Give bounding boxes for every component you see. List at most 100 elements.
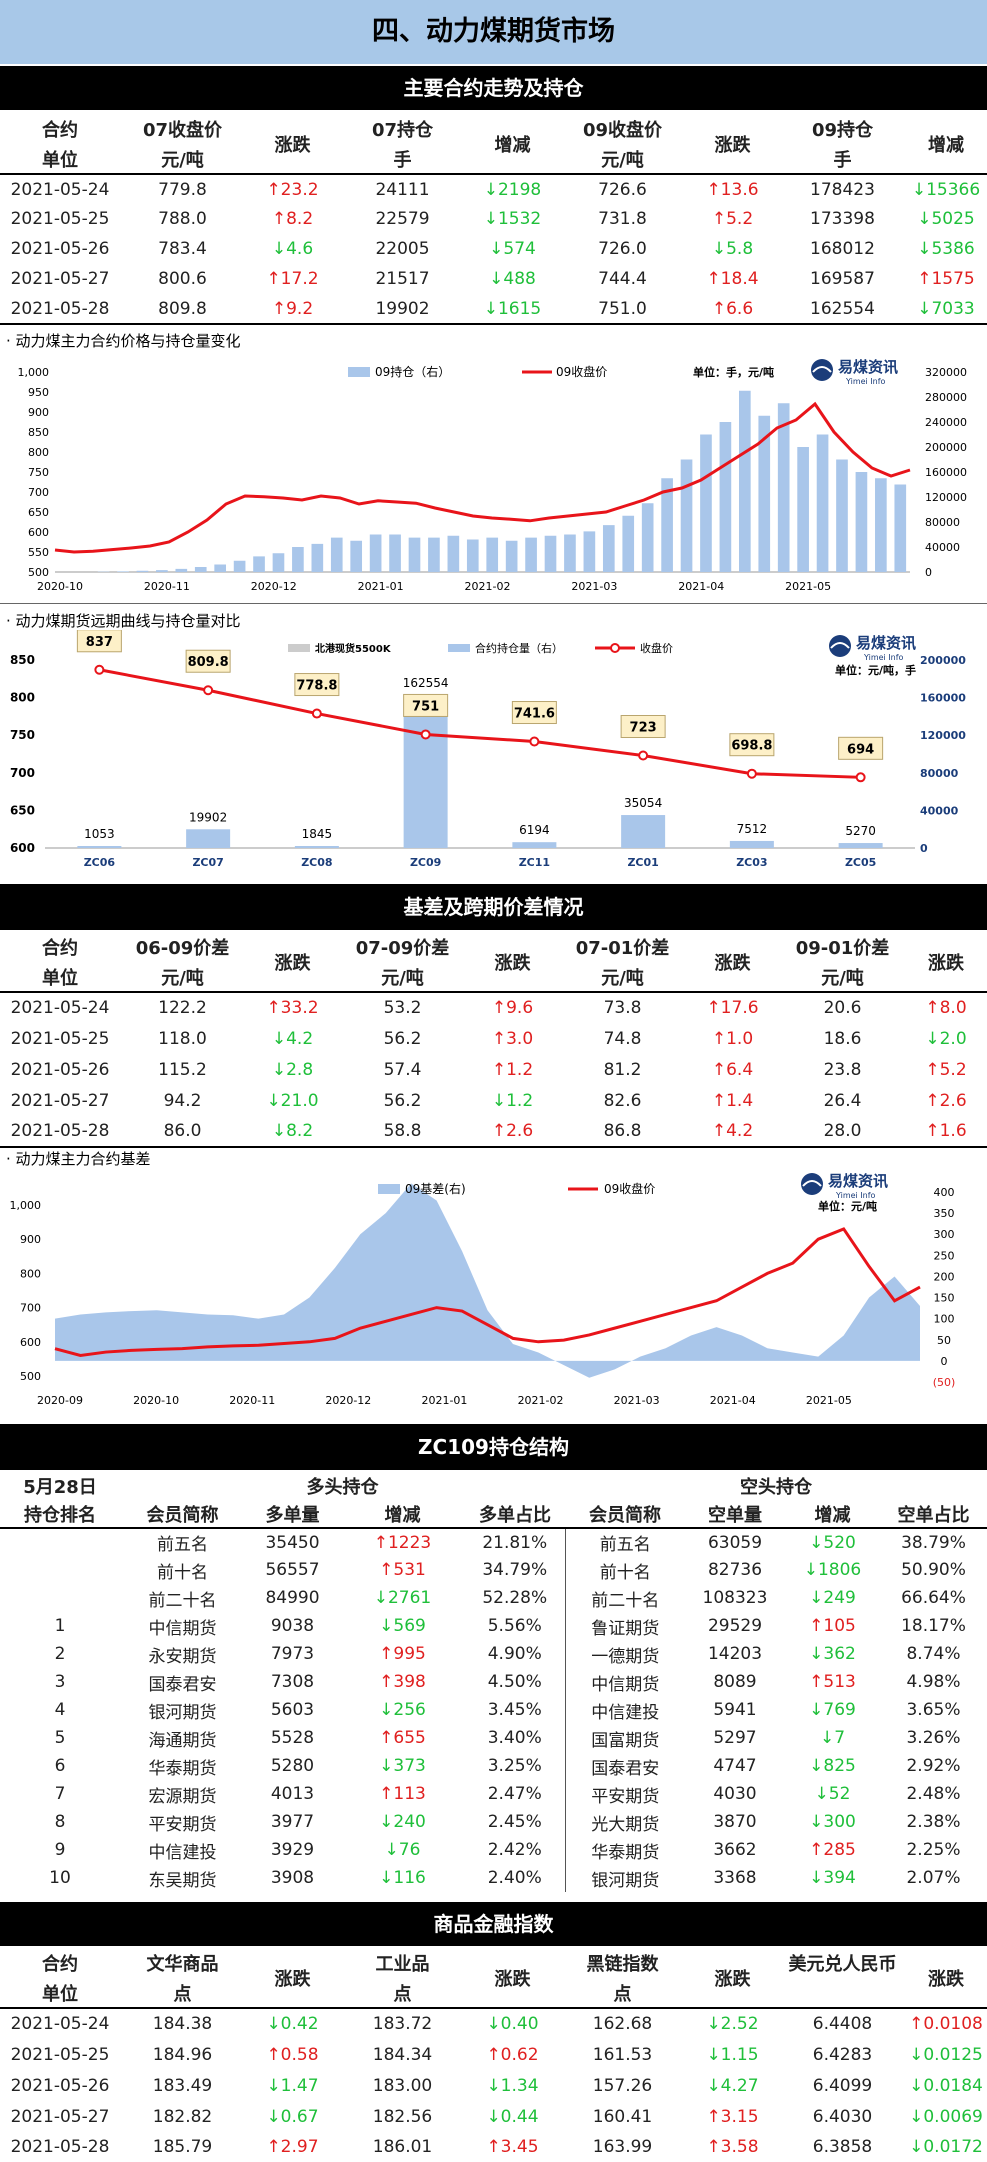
column-header: 09持仓: [811, 120, 874, 141]
y-right-tick: 320000: [925, 366, 967, 379]
column-header: 涨跌: [465, 1948, 560, 2009]
y-right-tick: 280000: [925, 391, 967, 404]
column-header: 07收盘价: [142, 120, 223, 141]
y-right-tick: 240000: [925, 416, 967, 429]
y-left-tick: 500: [28, 566, 49, 579]
change-cell: ↑1575: [917, 269, 975, 289]
table-cell: 20.6: [823, 998, 862, 1018]
table-cell: 2.38%: [906, 1812, 961, 1832]
oi-bar: [136, 570, 149, 572]
table-cell: 6.4283: [812, 2044, 873, 2065]
oi-bar: [408, 537, 421, 572]
column-header: 合约: [42, 938, 78, 959]
date-cell: 2021-05-26: [10, 239, 110, 259]
change-cell: ↓1.15: [706, 2044, 759, 2065]
close-label: 694: [847, 742, 874, 757]
close-point: [203, 685, 214, 696]
oi-bar: [214, 564, 226, 572]
oi-bar: [777, 403, 790, 572]
table-cell: 前二十名: [591, 1590, 660, 1611]
table-cell: 4.90%: [465, 1640, 566, 1668]
close-label-box: [729, 733, 775, 757]
y-left-tick: 900: [20, 1233, 41, 1246]
table-cell: 14203: [707, 1644, 763, 1664]
table-cell: 161.53: [592, 2044, 653, 2065]
table-cell: 168012: [810, 239, 875, 259]
y-left-tick: 500: [20, 1370, 41, 1383]
price-line: [54, 1227, 921, 1358]
date-cell: 2021-05-26: [10, 1059, 110, 1080]
column-header: 增减: [340, 1500, 465, 1529]
oi-bar: [816, 434, 829, 572]
table-cell: 6.4099: [812, 2075, 873, 2096]
oi-bar: [272, 553, 285, 572]
oi-bar: [403, 695, 448, 848]
table-header-row: 合约 文华商品 涨跌 工业品 涨跌 黑链指数 涨跌 美元兑人民币 涨跌: [0, 1948, 987, 2009]
oi-bar: [621, 815, 666, 848]
table-cell: 18.17%: [901, 1616, 966, 1636]
oi-label: 162554: [403, 676, 449, 690]
table-cell: 783.4: [158, 239, 207, 259]
table-cell: 3.26%: [906, 1728, 961, 1748]
chart-unit: 单位：手，元/吨: [693, 365, 774, 379]
table-cell: 3.40%: [465, 1724, 566, 1752]
change-cell: ↓373: [379, 1756, 426, 1776]
table-row: 2021-05-25 788.0 ↑8.2 22579 ↓1532 731.8 ↑5.2 17…: [0, 204, 987, 234]
table-cell: 3.65%: [906, 1700, 961, 1720]
x-tick: ZC07: [192, 856, 223, 869]
change-cell: ↑1.4: [711, 1090, 754, 1111]
change-cell: ↑4.2: [685, 1116, 780, 1148]
change-cell: ↓0.42: [266, 2014, 319, 2034]
y-left-tick: 550: [28, 546, 49, 559]
y-right-tick: 300: [934, 1228, 955, 1241]
close-point: [311, 708, 322, 719]
table-row: 2021-05-27 182.82 ↓0.67 182.56 ↓0.44 160.41 ↑3…: [0, 2101, 987, 2132]
y-left-tick: 750: [10, 728, 35, 742]
position-structure-table: 5月28日 多头持仓 空头持仓 持仓排名 会员简称 多单量 增减 多单占比 会员简称 空单量 增减空…: [0, 1472, 987, 1892]
table-cell: 800.6: [158, 269, 207, 289]
table-cell: 50.90%: [901, 1560, 966, 1580]
y-left-tick: 750: [28, 466, 49, 479]
oi-bar: [505, 540, 518, 572]
table-cell: 国泰君安: [591, 1758, 660, 1779]
table-cell: 183.72: [372, 2014, 433, 2034]
table-cell: 34.79%: [465, 1556, 566, 1584]
oi-bar: [894, 484, 907, 572]
table-cell: 52.28%: [465, 1584, 566, 1612]
table-cell: 18.6: [823, 1028, 862, 1049]
y-left-tick: 850: [10, 653, 35, 667]
table-cell: 华泰期货: [591, 1842, 660, 1863]
table-row: 2 永安期货 7973 ↑995 4.90% 一德期货 14203 ↓362 8.74%: [0, 1640, 987, 1668]
table-row: 2021-05-24 122.2 ↑33.2 53.2 ↑9.6 73.8 ↑17.6 20.…: [0, 992, 987, 1023]
logo-text: 易煤资讯: [856, 634, 916, 652]
date-cell: 2021-05-25: [10, 2044, 110, 2065]
table-cell: 22579: [375, 209, 430, 229]
oi-bar: [797, 447, 809, 572]
table-cell: 63059: [707, 1532, 763, 1553]
column-header: 增减: [465, 114, 560, 175]
change-cell: ↑5.2: [925, 1059, 967, 1080]
close-label: 741.6: [514, 707, 555, 722]
unit-header: 单位: [0, 144, 120, 175]
x-tick: ZC05: [845, 856, 876, 869]
change-cell: ↓0.0069: [909, 2106, 983, 2127]
table-cell: 726.6: [598, 179, 647, 200]
table-row: 前十名 56557 ↑531 34.79% 前十名 82736 ↓1806 50.90%: [0, 1556, 987, 1584]
table-cell: 鲁证期货: [591, 1618, 660, 1639]
table-cell: 66.64%: [901, 1588, 966, 1608]
table-unit-row: 单位 元/吨 元/吨 元/吨 元/吨: [0, 962, 987, 993]
table-cell: 184.34: [372, 2044, 433, 2065]
y-right-tick: 50: [937, 1334, 951, 1347]
table-cell: 162.68: [592, 2014, 653, 2034]
change-cell: ↑5.2: [711, 209, 754, 229]
oi-bar: [739, 390, 751, 572]
table-cell: 184.96: [152, 2044, 213, 2065]
table-cell: [0, 1556, 120, 1584]
column-header: 会员简称: [120, 1500, 245, 1529]
column-header: 多单占比: [465, 1500, 565, 1529]
table-cell: 中信期货: [591, 1674, 660, 1695]
table-cell: 4.98%: [906, 1672, 961, 1692]
oi-bar: [330, 537, 343, 572]
y-right-tick: 0: [920, 842, 928, 855]
table-row: 3 国泰君安 7308 ↑398 4.50% 中信期货 8089 ↑513 4.98%: [0, 1668, 987, 1696]
